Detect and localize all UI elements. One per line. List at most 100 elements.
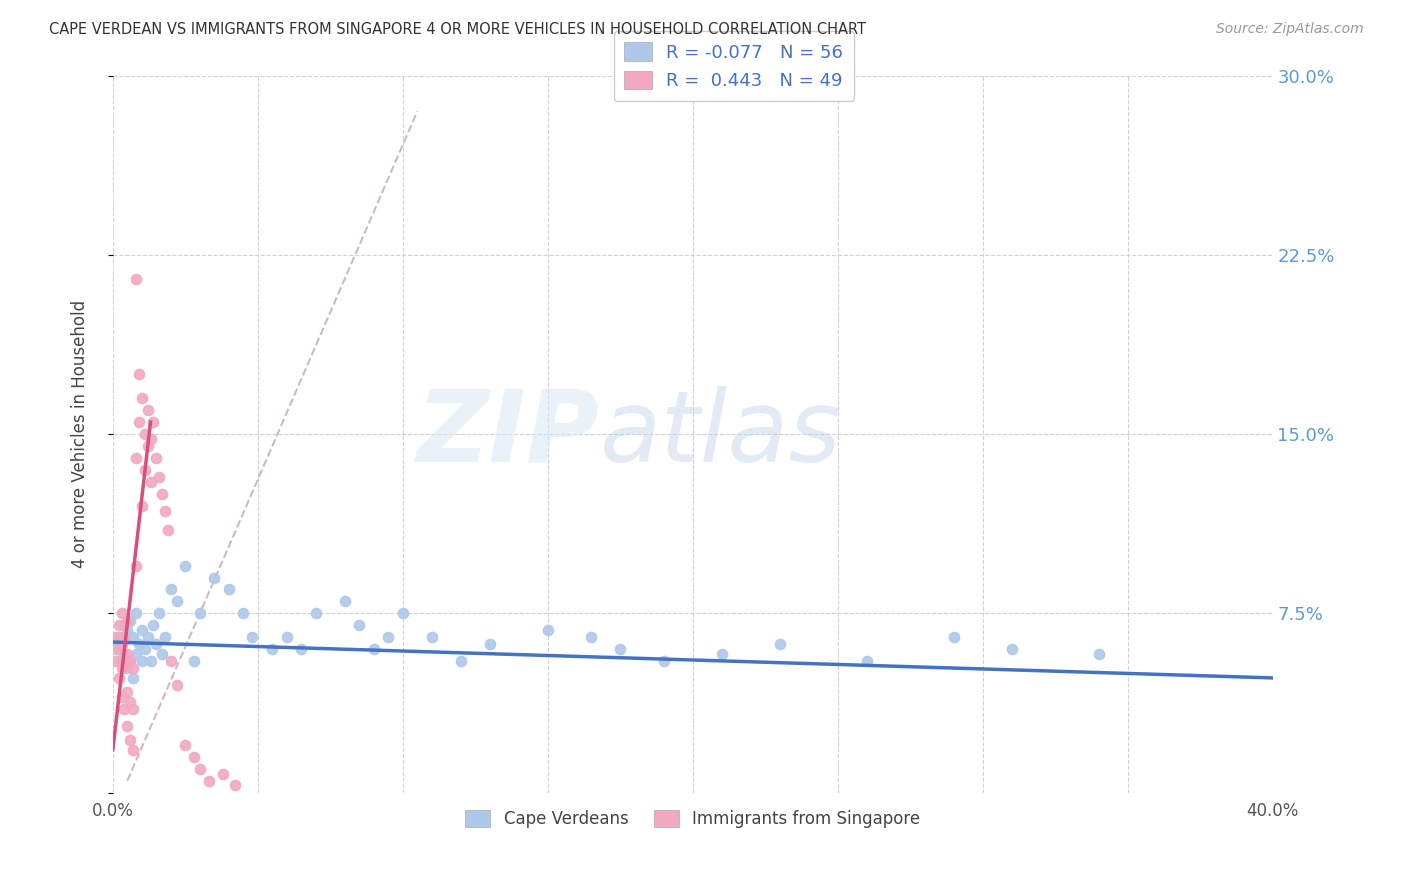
- Point: [125, 271, 148, 285]
- Point: [183, 654, 205, 668]
- Point: [122, 671, 145, 685]
- Point: [104, 630, 127, 644]
- Point: [1087, 647, 1109, 661]
- Point: [136, 630, 159, 644]
- Point: [114, 647, 136, 661]
- Point: [122, 742, 145, 756]
- Point: [128, 368, 150, 382]
- Point: [290, 642, 312, 657]
- Point: [122, 702, 145, 716]
- Point: [363, 642, 385, 657]
- Point: [134, 427, 156, 442]
- Point: [276, 630, 298, 644]
- Point: [420, 630, 443, 644]
- Point: [148, 470, 170, 484]
- Point: [218, 582, 240, 597]
- Point: [125, 558, 148, 573]
- Point: [377, 630, 399, 644]
- Point: [131, 499, 153, 513]
- Point: [224, 779, 246, 793]
- Point: [114, 630, 136, 644]
- Point: [148, 607, 170, 621]
- Point: [114, 654, 136, 668]
- Point: [117, 719, 139, 733]
- Point: [450, 654, 472, 668]
- Point: [139, 654, 162, 668]
- Point: [134, 463, 156, 477]
- Point: [160, 582, 183, 597]
- Point: [110, 690, 132, 704]
- Point: [110, 607, 132, 621]
- Point: [174, 558, 197, 573]
- Point: [391, 607, 413, 621]
- Point: [131, 623, 153, 637]
- Point: [153, 503, 176, 517]
- Legend: Cape Verdeans, Immigrants from Singapore: Cape Verdeans, Immigrants from Singapore: [458, 803, 927, 835]
- Point: [609, 642, 631, 657]
- Point: [125, 607, 148, 621]
- Point: [107, 642, 129, 657]
- Point: [110, 654, 132, 668]
- Point: [349, 618, 371, 632]
- Point: [122, 630, 145, 644]
- Point: [232, 607, 254, 621]
- Point: [202, 570, 225, 584]
- Point: [104, 654, 127, 668]
- Point: [262, 642, 284, 657]
- Point: [537, 623, 560, 637]
- Point: [769, 637, 792, 651]
- Point: [153, 630, 176, 644]
- Point: [114, 702, 136, 716]
- Y-axis label: 4 or more Vehicles in Household: 4 or more Vehicles in Household: [72, 300, 89, 568]
- Point: [142, 618, 165, 632]
- Point: [136, 439, 159, 453]
- Point: [166, 678, 188, 692]
- Point: [188, 762, 211, 776]
- Point: [166, 594, 188, 608]
- Point: [156, 523, 179, 537]
- Point: [131, 654, 153, 668]
- Point: [134, 642, 156, 657]
- Point: [1000, 642, 1022, 657]
- Point: [110, 637, 132, 651]
- Point: [150, 487, 173, 501]
- Point: [188, 607, 211, 621]
- Point: [652, 654, 675, 668]
- Point: [117, 614, 139, 628]
- Point: [107, 618, 129, 632]
- Point: [117, 661, 139, 675]
- Point: [110, 661, 132, 675]
- Point: [120, 654, 142, 668]
- Point: [117, 647, 139, 661]
- Text: Source: ZipAtlas.com: Source: ZipAtlas.com: [1216, 22, 1364, 37]
- Point: [855, 654, 877, 668]
- Point: [145, 450, 167, 465]
- Point: [110, 637, 132, 651]
- Point: [107, 630, 129, 644]
- Point: [122, 661, 145, 675]
- Point: [117, 623, 139, 637]
- Point: [333, 594, 356, 608]
- Point: [104, 642, 127, 657]
- Point: [128, 415, 150, 429]
- Point: [478, 637, 501, 651]
- Text: atlas: atlas: [600, 385, 842, 483]
- Point: [131, 391, 153, 405]
- Point: [710, 647, 733, 661]
- Point: [125, 450, 148, 465]
- Point: [142, 415, 165, 429]
- Point: [128, 637, 150, 651]
- Text: CAPE VERDEAN VS IMMIGRANTS FROM SINGAPORE 4 OR MORE VEHICLES IN HOUSEHOLD CORREL: CAPE VERDEAN VS IMMIGRANTS FROM SINGAPOR…: [49, 22, 866, 37]
- Point: [120, 695, 142, 709]
- Text: ZIP: ZIP: [418, 385, 600, 483]
- Point: [942, 630, 965, 644]
- Point: [240, 630, 263, 644]
- Point: [212, 766, 235, 780]
- Point: [579, 630, 602, 644]
- Point: [120, 614, 142, 628]
- Point: [160, 654, 183, 668]
- Point: [107, 671, 129, 685]
- Point: [125, 647, 148, 661]
- Point: [120, 654, 142, 668]
- Point: [145, 637, 167, 651]
